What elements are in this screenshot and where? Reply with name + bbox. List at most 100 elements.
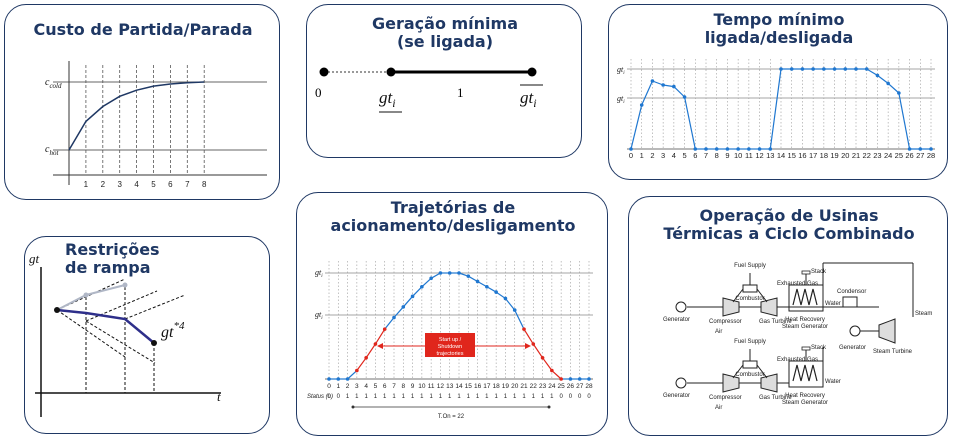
tr-tick-label: 4 <box>364 383 368 390</box>
mt-point <box>639 103 644 107</box>
tr-tick-label: 23 <box>539 383 547 390</box>
mt-point <box>929 147 933 151</box>
mt-tick-label: 3 <box>661 151 665 160</box>
tr-tick-label: 6 <box>383 383 387 390</box>
tr-status-value: 1 <box>355 394 359 400</box>
tr-tick-label: 16 <box>474 383 482 390</box>
tr-point <box>512 308 517 312</box>
cc-label-steam-gen: Generator <box>839 345 866 351</box>
tr-box-line1: Start up / <box>439 337 462 343</box>
mg-label-gt-max: gti <box>520 88 537 110</box>
tr-segment <box>393 306 404 318</box>
tr-ton-end <box>547 405 551 409</box>
tr-arrowhead-left <box>377 343 383 349</box>
sc-tick-label: 4 <box>134 180 139 189</box>
cc-label-fuel-top: Fuel Supply <box>734 263 766 269</box>
mt-segment <box>683 96 696 150</box>
mt-point <box>854 67 858 71</box>
tr-status-value: 1 <box>364 394 368 400</box>
min-generation-title: Geração mínima (se ligada) <box>307 14 581 52</box>
tr-status-value: 1 <box>346 394 350 400</box>
mt-point <box>907 147 912 151</box>
cc-label-air-bottom: Air <box>715 405 722 411</box>
sc-tick-label: 3 <box>117 180 122 189</box>
mt-tick-label: 25 <box>895 151 903 160</box>
tr-point <box>475 279 480 284</box>
mt-tick-label: 6 <box>693 151 697 160</box>
mt-tick-label: 24 <box>884 151 892 160</box>
tr-segment <box>551 370 562 380</box>
tr-tick-label: 7 <box>392 383 396 390</box>
ramp-title: Restrições de rampa <box>65 240 205 278</box>
tr-status-value: 1 <box>532 394 536 400</box>
cc-steam-turbine <box>878 318 896 344</box>
tr-tick-label: 28 <box>585 383 593 390</box>
mt-point <box>843 67 848 71</box>
mt-tick-label: 26 <box>905 151 913 160</box>
trajectories-title: Trajetórias de acionamento/desligamento <box>297 198 607 236</box>
tr-tick-label: 18 <box>493 383 501 390</box>
ramp-actual-path <box>56 308 155 344</box>
tr-status-value: 0 <box>559 394 563 400</box>
mt-label-gt-min: gti <box>617 94 625 105</box>
mt-segment <box>630 104 643 150</box>
tr-tick-label: 20 <box>511 383 519 390</box>
sc-tick-label: 1 <box>84 180 89 189</box>
combined-cycle-title-line2: Térmicas a Ciclo Combinado <box>663 224 915 244</box>
tr-label-gt-min: gti <box>315 310 323 321</box>
cc-label-generator-bottom: Generator <box>663 393 690 399</box>
tr-status-value: 1 <box>439 394 443 400</box>
mt-tick-label: 1 <box>640 151 644 160</box>
mt-segment <box>663 84 674 88</box>
mt-segment <box>673 86 685 98</box>
tr-point <box>392 315 396 320</box>
tr-status-value: 1 <box>457 394 461 400</box>
tr-segment <box>495 291 506 299</box>
tr-status-value: 0 <box>578 394 582 400</box>
mg-label-gt-min: gti <box>379 88 396 110</box>
tr-box-line3: trajectories <box>437 351 464 357</box>
tr-segment <box>402 295 414 308</box>
trajectories-chart: gti gti Start up / Shutdown trajectories… <box>307 261 593 420</box>
mt-point <box>918 147 923 151</box>
tr-tick-label: 9 <box>411 383 415 390</box>
mt-point <box>811 67 815 71</box>
ramp-dash-up-3 <box>124 294 186 320</box>
cc-label-compressor-bottom: Compressor <box>709 395 742 401</box>
tr-point <box>494 290 498 294</box>
tr-status-value: 1 <box>420 394 424 400</box>
mt-tick-label: 11 <box>745 151 753 160</box>
tr-point <box>531 342 536 346</box>
mt-tick-label: 19 <box>830 151 838 160</box>
startup-cost-chart: ccold chot 1 2 3 4 5 6 7 8 <box>45 61 267 189</box>
tr-segment <box>365 343 376 359</box>
tr-point <box>550 368 554 373</box>
cc-label-generator-top: Generator <box>663 317 690 323</box>
tr-tick-label: 22 <box>530 383 538 390</box>
tr-label-gt-max: gti <box>315 268 323 279</box>
tr-tick-label: 2 <box>346 383 350 390</box>
mt-tick-label: 0 <box>629 151 633 160</box>
sc-tick-label: 7 <box>185 180 190 189</box>
tr-point <box>485 284 489 289</box>
tr-point <box>345 377 350 381</box>
min-generation-title-line1: Geração mínima <box>371 14 518 33</box>
tr-arrowhead-right <box>525 343 531 349</box>
tr-tick-label: 26 <box>567 383 575 390</box>
tr-status-value: 1 <box>522 394 526 400</box>
mt-point <box>693 147 698 151</box>
tr-status-value: 1 <box>513 394 517 400</box>
tr-point <box>559 377 563 381</box>
mt-tick-label: 28 <box>927 151 935 160</box>
tr-segment <box>356 357 367 371</box>
mt-point <box>650 79 655 83</box>
cc-gas-unit-bottom <box>675 346 824 393</box>
tr-ton-start <box>351 405 355 409</box>
mt-point <box>672 84 676 89</box>
ramp-panel: Restrições de rampa gt t gt*4 <box>24 236 270 434</box>
tr-point <box>447 271 452 275</box>
ramp-end-point <box>151 340 157 346</box>
tr-status-value: 1 <box>374 394 378 400</box>
mt-point <box>886 81 890 86</box>
